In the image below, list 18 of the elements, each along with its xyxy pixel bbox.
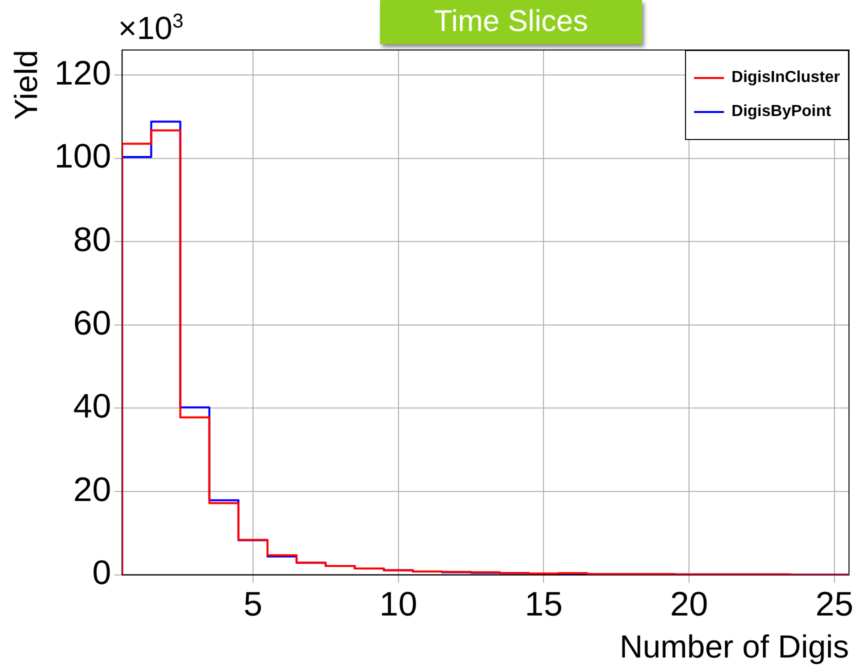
y-tick-label: 0 (92, 554, 112, 592)
y-tick-label: 100 (54, 138, 112, 176)
chart-title: Time Slices (380, 0, 642, 44)
x-tick-label: 5 (244, 586, 262, 624)
y-tick-label: 40 (73, 388, 112, 426)
x-axis-title: Number of Digis (620, 628, 849, 665)
y-tick-label: 80 (73, 220, 112, 259)
y-tick-label: 20 (73, 470, 112, 509)
text: ×10$^{3}$ (118, 10, 184, 47)
y-tick-label: 60 (73, 304, 112, 342)
x-tick-label: 20 (670, 586, 708, 624)
y-axis-title: Yield (8, 50, 44, 120)
legend-label: DigisByPoint (732, 103, 832, 121)
legend-label: DigisInCluster (732, 69, 840, 87)
x-tick-label: 10 (379, 586, 418, 624)
y-tick-label: 120 (54, 54, 112, 92)
x-tick-label: 25 (816, 586, 854, 624)
x-tick-label: 15 (524, 586, 563, 624)
